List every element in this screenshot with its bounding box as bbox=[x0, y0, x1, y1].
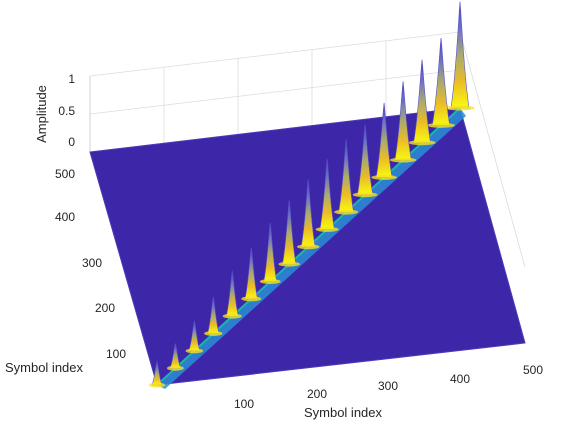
x-tick-label: 500 bbox=[523, 363, 543, 377]
grid-line bbox=[89, 69, 461, 115]
surface-peak bbox=[207, 296, 220, 334]
peak-base bbox=[204, 331, 223, 337]
surface-peak bbox=[319, 159, 335, 230]
peak-base bbox=[297, 244, 320, 250]
surface-peak bbox=[300, 179, 316, 248]
surface-peak bbox=[357, 124, 374, 196]
peak-base bbox=[445, 105, 475, 111]
surface-peak bbox=[431, 38, 451, 126]
z-tick-label: 0.5 bbox=[58, 104, 75, 118]
surface-peak bbox=[225, 270, 239, 317]
z-tick-label: 1 bbox=[68, 72, 75, 86]
surface-peak bbox=[413, 59, 431, 143]
x-tick-label: 400 bbox=[450, 372, 470, 386]
surface-peak bbox=[375, 102, 393, 178]
peak-base bbox=[222, 313, 242, 319]
peak-base bbox=[371, 174, 397, 180]
surface-peak bbox=[450, 1, 470, 109]
y-axis-title: Symbol index bbox=[5, 360, 84, 375]
grid-line bbox=[459, 31, 526, 268]
surface-peak bbox=[338, 139, 355, 213]
peak-base bbox=[389, 157, 417, 163]
peak-base bbox=[334, 209, 359, 215]
y-tick-label: 400 bbox=[55, 210, 75, 224]
x-tick-label: 200 bbox=[307, 387, 327, 401]
y-tick-label: 100 bbox=[106, 347, 126, 361]
y-tick-label: 500 bbox=[55, 167, 75, 181]
peak-base bbox=[166, 365, 184, 371]
z-tick-label: 0 bbox=[68, 135, 75, 149]
peak-base bbox=[241, 296, 262, 302]
peak-base bbox=[185, 348, 204, 354]
z-axis-ticks: 1 0.5 0 bbox=[58, 72, 75, 149]
y-tick-label: 200 bbox=[95, 301, 115, 315]
x-tick-label: 100 bbox=[234, 397, 254, 411]
z-axis-title: Amplitude bbox=[34, 85, 49, 143]
surface-peak bbox=[394, 81, 412, 161]
peak-base bbox=[149, 382, 165, 388]
peak-base bbox=[427, 122, 456, 128]
surface-peak bbox=[188, 320, 201, 352]
y-tick-label: 300 bbox=[82, 256, 102, 270]
x-axis-ticks: 100 200 300 400 500 bbox=[234, 363, 543, 411]
peak-base bbox=[259, 278, 281, 284]
surface-peak bbox=[282, 200, 297, 265]
surface-peak bbox=[244, 247, 258, 300]
x-axis-title: Symbol index bbox=[304, 405, 383, 420]
peak-base bbox=[278, 261, 301, 267]
peaks bbox=[149, 1, 475, 388]
peak-base bbox=[352, 192, 378, 198]
peak-base bbox=[315, 226, 339, 232]
back-grid bbox=[89, 31, 526, 268]
y-axis-ticks: 500 400 300 200 100 bbox=[55, 167, 126, 361]
surface-peak bbox=[263, 222, 278, 282]
x-tick-label: 300 bbox=[378, 379, 398, 393]
surface-peak bbox=[169, 343, 182, 369]
grid-line bbox=[89, 31, 461, 77]
surface-peak bbox=[151, 360, 163, 386]
peak-base bbox=[408, 140, 436, 146]
